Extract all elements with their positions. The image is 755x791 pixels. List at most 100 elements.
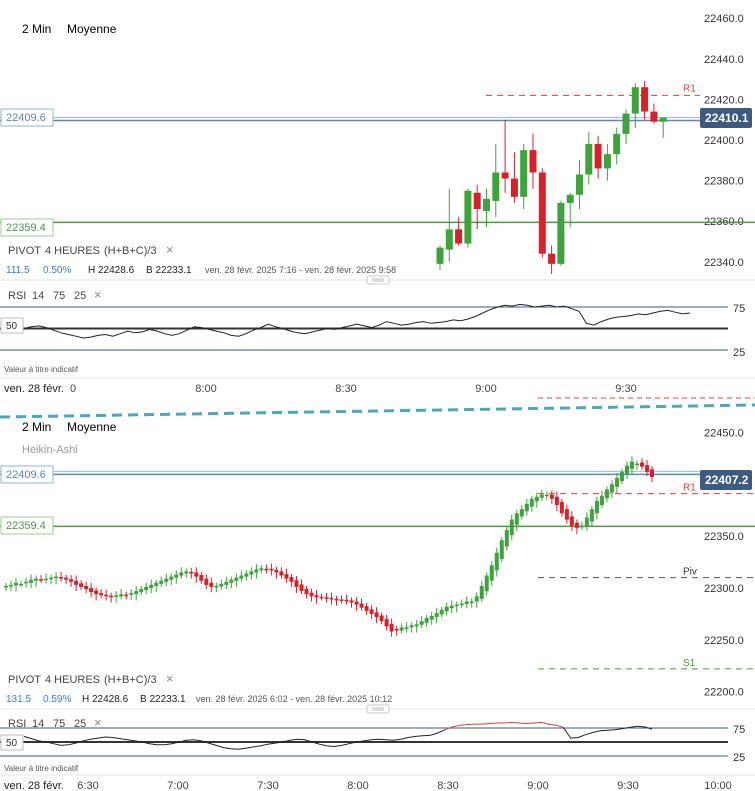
top-candle-body bbox=[483, 198, 490, 212]
top-mode-label[interactable]: Moyenne bbox=[67, 22, 117, 36]
bottom-candle-body bbox=[529, 498, 534, 507]
bottom-candle-body bbox=[214, 585, 219, 588]
top-y-tick-label: 22440.0 bbox=[704, 54, 744, 66]
top-candle-body bbox=[548, 253, 556, 264]
top-x-tick-label: 9:30 bbox=[615, 383, 636, 395]
bottom-candle-body bbox=[229, 579, 234, 583]
top-candle-body bbox=[501, 172, 509, 179]
bottom-candle-body bbox=[594, 500, 599, 514]
top-resize-handle[interactable] bbox=[366, 275, 390, 285]
bottom-candle-body bbox=[54, 576, 59, 579]
top-rsi-tick-75: 75 bbox=[733, 303, 745, 315]
top-pivot-period: 4 HEURES bbox=[45, 245, 100, 257]
top-rsi-tick-25: 25 bbox=[733, 347, 745, 359]
bottom-candle-body bbox=[79, 583, 84, 587]
bottom-candle-body bbox=[89, 588, 94, 593]
bottom-candle-body bbox=[219, 583, 224, 587]
bottom-x-tick-label: 7:30 bbox=[257, 780, 278, 791]
top-rsi-50-box bbox=[0, 317, 24, 334]
bottom-candle-body bbox=[134, 591, 139, 595]
bottom-x-tick-label: 9:30 bbox=[617, 780, 638, 791]
bottom-level-lines: R1 Piv S1 bbox=[0, 470, 755, 670]
bottom-candle-body bbox=[419, 621, 424, 625]
top-candle-body bbox=[492, 172, 500, 201]
bottom-candles bbox=[4, 456, 654, 637]
bottom-candle-body bbox=[449, 605, 454, 609]
bottom-timeframe-label[interactable]: 2 Min bbox=[22, 420, 51, 434]
bottom-x-tick-label: 9:00 bbox=[527, 780, 548, 791]
top-timeframe-label[interactable]: 2 Min bbox=[22, 22, 51, 36]
bottom-candle-body bbox=[64, 577, 69, 580]
bottom-candle-body bbox=[574, 522, 579, 528]
bottom-candle-body bbox=[194, 572, 199, 577]
bottom-candle-body bbox=[249, 571, 254, 575]
bottom-level-piv-label: Piv bbox=[683, 567, 697, 578]
bottom-candle-body bbox=[139, 589, 144, 593]
bottom-y-tick-label: 22450.0 bbox=[704, 427, 744, 439]
bottom-candle-body bbox=[44, 578, 49, 581]
bottom-candle-body bbox=[119, 594, 124, 597]
bottom-pivot-low: B 22233.1 bbox=[140, 694, 186, 705]
bottom-candle-body bbox=[144, 586, 149, 591]
bottom-candle-body bbox=[199, 575, 204, 581]
top-rsi-close-icon[interactable]: × bbox=[94, 287, 102, 302]
bottom-rsi-param-3: 25 bbox=[74, 718, 86, 730]
bottom-candle-body bbox=[164, 578, 169, 582]
top-rsi-series-line bbox=[23, 303, 691, 339]
top-x-zero-label: 0 bbox=[70, 383, 76, 395]
bottom-candle-body bbox=[264, 568, 269, 571]
bottom-candle-body bbox=[334, 598, 339, 601]
bottom-candle-body bbox=[234, 577, 239, 581]
top-x-axis: ven. 28 févr. 0 8:00 8:30 9:00 9:30 bbox=[0, 377, 755, 395]
bottom-pivot-close-icon[interactable]: × bbox=[166, 671, 174, 686]
top-left-tag-green: 22359.4 bbox=[6, 222, 46, 234]
top-candle-body bbox=[585, 144, 593, 175]
top-candle-body bbox=[613, 133, 621, 155]
bottom-candle-body bbox=[469, 601, 474, 603]
bottom-candle-body bbox=[4, 585, 8, 588]
top-candle-body bbox=[641, 87, 649, 112]
bottom-current-price-tag bbox=[700, 470, 752, 490]
top-level-lines: R1 bbox=[0, 83, 755, 224]
top-candle-body bbox=[510, 178, 518, 197]
top-pivot-change-pct: 0.50% bbox=[43, 265, 71, 276]
bottom-chart-panel: 2 Min Moyenne Heikin-Ashi 22450.022400.0… bbox=[0, 420, 755, 714]
bottom-rsi-close-icon[interactable]: × bbox=[94, 715, 102, 730]
top-candle-body bbox=[594, 144, 602, 169]
top-candle-body bbox=[557, 202, 565, 264]
bottom-rsi-param-2: 75 bbox=[53, 718, 65, 730]
bottom-candle-body bbox=[159, 580, 164, 584]
bottom-candle-body bbox=[424, 618, 429, 623]
bottom-rsi-tick-75: 75 bbox=[733, 724, 745, 736]
bottom-candle-body bbox=[639, 462, 644, 467]
top-candle-body bbox=[445, 229, 453, 250]
bottom-rsi-50-label: 50 bbox=[6, 738, 18, 749]
bottom-candle-body bbox=[49, 577, 54, 580]
bottom-candle-body bbox=[414, 624, 419, 627]
bottom-candle-body bbox=[169, 576, 174, 580]
bottom-resize-handle[interactable] bbox=[366, 704, 390, 714]
bottom-candle-body bbox=[84, 585, 89, 590]
bottom-candle-body bbox=[269, 568, 274, 571]
bottom-rsi-overbought-line bbox=[444, 721, 564, 731]
bottom-candle-body bbox=[444, 606, 449, 612]
bottom-candle-body bbox=[494, 552, 499, 571]
bottom-candle-body bbox=[409, 625, 414, 628]
bottom-candle-body bbox=[59, 577, 64, 579]
bottom-candle-body bbox=[474, 596, 479, 602]
top-candle-body bbox=[464, 190, 472, 244]
bottom-candle-body bbox=[459, 603, 464, 606]
bottom-rsi-panel: RSI 14 75 25 × 50 75 25 Valeur à titre i… bbox=[0, 715, 745, 773]
bottom-mode-label[interactable]: Moyenne bbox=[67, 420, 117, 434]
bottom-rsi-plot bbox=[0, 721, 728, 757]
top-rsi-param-3: 25 bbox=[74, 290, 86, 302]
top-left-tag-blue-box bbox=[0, 108, 54, 127]
top-y-tick-label: 22340.0 bbox=[704, 257, 744, 269]
top-pivot-close-icon[interactable]: × bbox=[166, 242, 174, 257]
bottom-candle-body bbox=[244, 573, 249, 577]
bottom-candle-body bbox=[484, 575, 489, 592]
bottom-pivot-formula: (H+B+C)/3 bbox=[104, 674, 157, 686]
bottom-candle-body bbox=[39, 579, 44, 581]
bottom-candle-body bbox=[384, 619, 389, 627]
